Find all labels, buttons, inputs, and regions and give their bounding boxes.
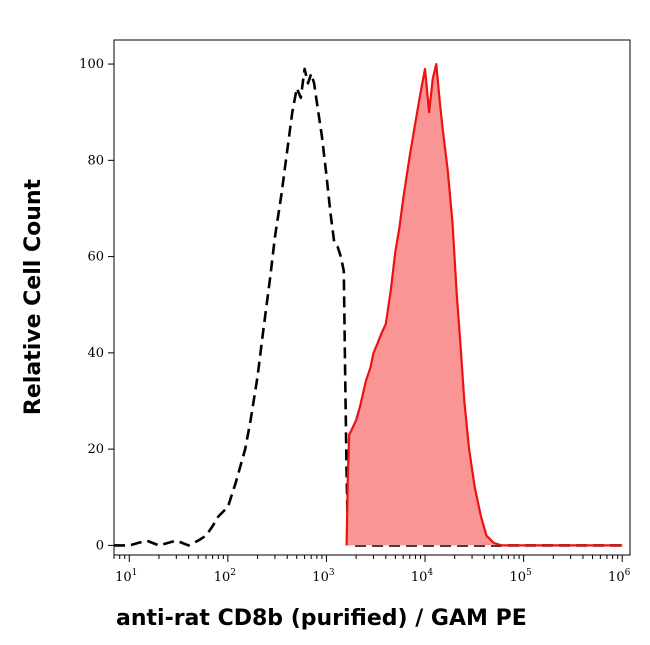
y-axis-title: Relative Cell Count bbox=[21, 178, 46, 415]
x-tick-label-3: 104 bbox=[411, 568, 434, 585]
y-tick-label-1: 20 bbox=[87, 442, 104, 457]
x-axis-title: anti-rat CD8b (purified) / GAM PE bbox=[116, 606, 527, 631]
series-0-line bbox=[114, 67, 623, 547]
series-layer bbox=[114, 62, 623, 547]
y-tick-label-5: 100 bbox=[79, 57, 104, 72]
y-tick-label-3: 60 bbox=[87, 250, 104, 265]
x-tick-label-1: 102 bbox=[214, 568, 236, 585]
y-tick-label-4: 80 bbox=[87, 153, 104, 168]
y-tick-label-0: 0 bbox=[96, 538, 104, 553]
ticks-layer: 0 20 40 60 80 100 101 102 103 104 105 106 bbox=[79, 57, 630, 585]
plot-frame bbox=[113, 39, 631, 556]
x-tick-label-2: 103 bbox=[312, 568, 335, 585]
x-tick-label-5: 106 bbox=[608, 568, 631, 585]
x-tick-label-0: 101 bbox=[115, 568, 137, 585]
series-1-line bbox=[345, 62, 623, 547]
y-tick-label-2: 40 bbox=[87, 346, 104, 361]
x-tick-label-4: 105 bbox=[509, 568, 532, 585]
series-1-area bbox=[346, 64, 623, 546]
